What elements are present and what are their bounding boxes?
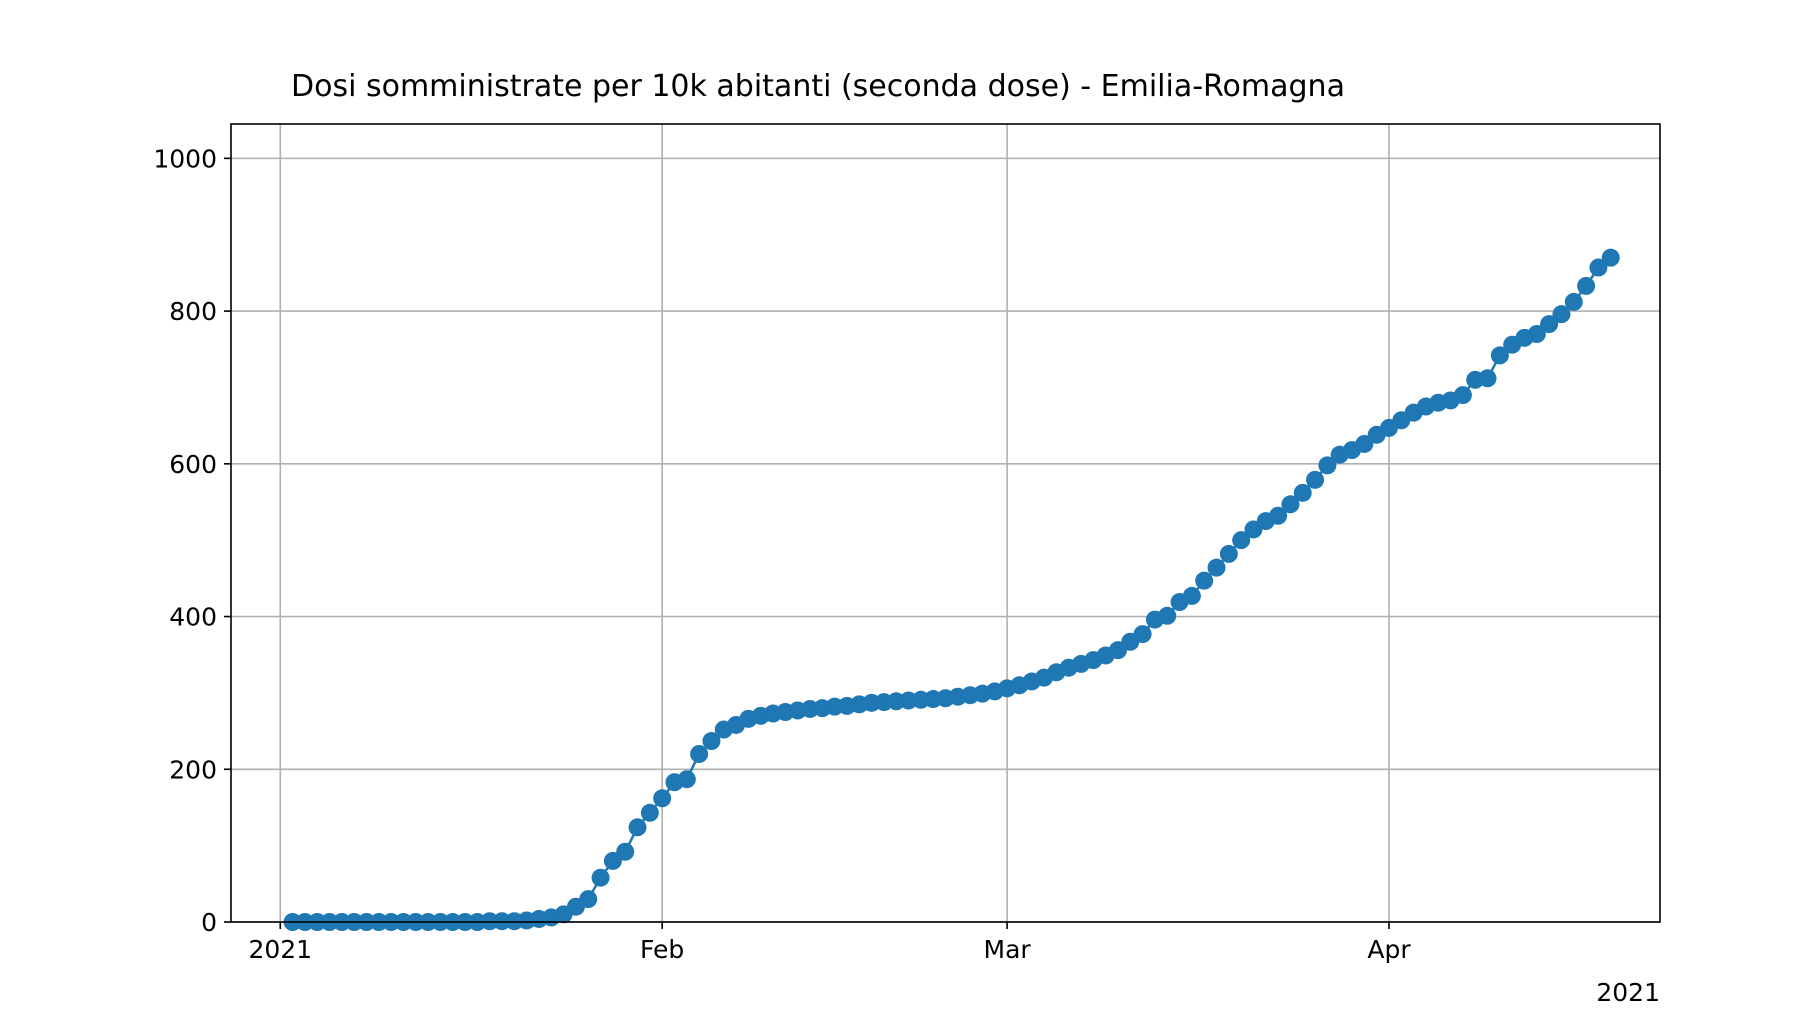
y-tick-label: 400	[169, 603, 217, 632]
data-point	[1207, 558, 1226, 577]
y-tick-label: 800	[169, 297, 217, 326]
data-point	[1453, 386, 1472, 405]
y-tick-label: 200	[169, 755, 217, 784]
data-point	[1601, 248, 1620, 267]
data-point	[640, 803, 659, 822]
data-point	[1133, 625, 1152, 644]
data-point	[677, 770, 696, 789]
data-point	[690, 745, 709, 763]
data-point	[1281, 495, 1300, 514]
data-point	[1293, 483, 1312, 502]
data-point	[591, 868, 610, 887]
data-point	[1478, 369, 1497, 388]
x-tick-label: Apr	[1367, 935, 1411, 964]
data-point	[1306, 470, 1325, 489]
data-point	[603, 851, 622, 870]
data-point	[1577, 276, 1596, 295]
data-point	[1158, 606, 1177, 625]
data-point	[1589, 258, 1608, 277]
data-point	[1269, 506, 1288, 525]
data-point	[653, 789, 672, 808]
data-point	[1182, 586, 1201, 605]
y-tick-label: 600	[169, 450, 217, 479]
grid	[231, 124, 1660, 923]
x-tick-label: 2021	[248, 935, 312, 964]
x-axis-offset-label: 2021	[1596, 978, 1660, 1007]
data-point	[1219, 544, 1238, 563]
data-point	[1195, 571, 1214, 590]
data-point	[1552, 305, 1571, 324]
data-point	[702, 732, 721, 751]
data-point	[1564, 292, 1583, 311]
x-tick-label: Feb	[640, 935, 684, 964]
y-tick-label: 1000	[153, 144, 217, 173]
x-tick-label: Mar	[984, 935, 1032, 964]
data-point	[1318, 456, 1337, 475]
data-point	[1355, 434, 1374, 453]
data-point	[628, 818, 647, 837]
data-point	[1490, 346, 1509, 365]
plot-frame	[230, 123, 1661, 923]
data-point	[1540, 315, 1559, 334]
chart-title: Dosi somministrate per 10k abitanti (sec…	[291, 69, 1345, 104]
axes: 0 200 400 600 800 1000 2021 Feb Mar Apr	[153, 144, 1411, 964]
data-point	[579, 890, 598, 909]
y-tick-label: 0	[201, 908, 217, 937]
data-point	[1527, 325, 1546, 343]
data-point	[1232, 531, 1251, 550]
data-point	[616, 842, 635, 861]
